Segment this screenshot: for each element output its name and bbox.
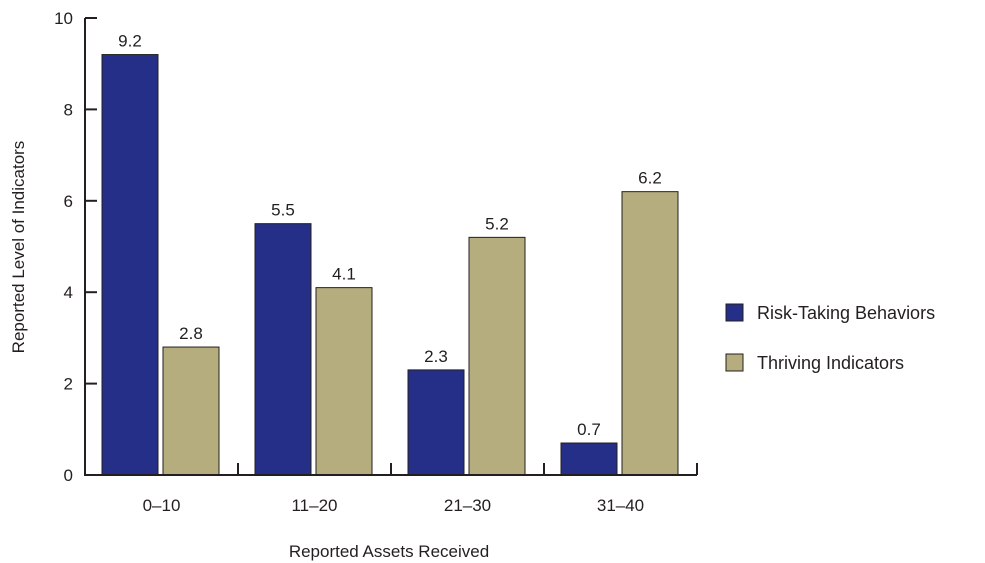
y-tick-label: 0 — [64, 466, 73, 485]
x-tick-label: 31–40 — [597, 496, 644, 515]
bar — [621, 191, 679, 476]
x-tick-label: 21–30 — [444, 496, 491, 515]
y-axis-title: Reported Level of Indicators — [9, 141, 28, 354]
y-tick-label: 2 — [64, 375, 73, 394]
legend-label: Thriving Indicators — [757, 353, 904, 373]
bar — [560, 442, 618, 476]
bar — [101, 54, 159, 476]
bar — [407, 369, 465, 476]
y-tick-label: 4 — [64, 283, 73, 302]
x-tick-label: 0–10 — [143, 496, 181, 515]
bar — [468, 236, 526, 476]
data-label: 2.8 — [179, 324, 203, 343]
data-label: 5.2 — [485, 214, 509, 233]
y-ticks-group: 0 2 4 6 8 10 — [54, 9, 97, 485]
data-label: 6.2 — [638, 169, 662, 188]
legend-swatch — [725, 353, 744, 372]
bar — [315, 287, 373, 476]
legend-label: Risk-Taking Behaviors — [757, 303, 935, 323]
y-tick-label: 8 — [64, 100, 73, 119]
data-label: 9.2 — [118, 32, 142, 51]
y-tick-label: 6 — [64, 192, 73, 211]
x-tick-label: 11–20 — [291, 496, 337, 515]
bars-group — [101, 54, 679, 476]
y-tick-label: 10 — [54, 9, 73, 28]
data-labels-group: 9.2 2.8 5.5 4.1 2.3 5.2 0.7 6.2 — [118, 32, 662, 439]
x-ticks-group: 0–10 11–20 21–30 31–40 — [143, 463, 698, 515]
data-label: 5.5 — [271, 201, 295, 220]
x-axis-title: Reported Assets Received — [289, 542, 489, 561]
data-label: 4.1 — [332, 265, 356, 284]
bar — [254, 223, 312, 476]
legend: Risk-Taking Behaviors Thriving Indicators — [725, 303, 935, 373]
data-label: 2.3 — [424, 347, 448, 366]
legend-swatch — [725, 303, 744, 322]
bar — [162, 346, 220, 476]
data-label: 0.7 — [577, 420, 601, 439]
